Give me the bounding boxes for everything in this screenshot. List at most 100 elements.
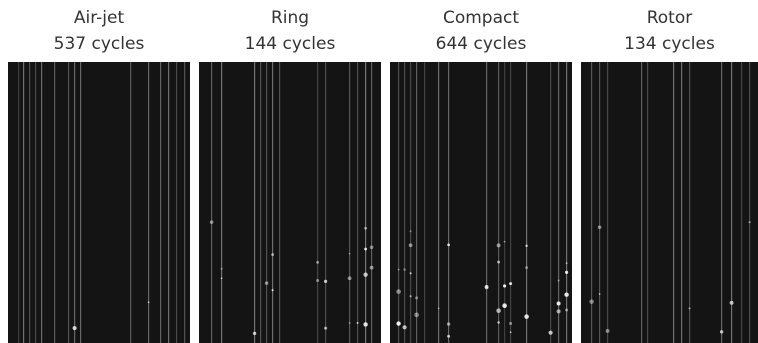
bright-spot <box>369 245 374 250</box>
panel-image <box>581 62 758 343</box>
panel-image <box>199 62 381 343</box>
bright-spot <box>748 221 751 224</box>
fiber-line <box>168 62 170 343</box>
fiber-line <box>504 62 506 343</box>
bright-spot <box>409 230 412 233</box>
bright-spot <box>324 327 327 329</box>
bright-spot <box>364 247 367 251</box>
fiber-line <box>211 62 213 343</box>
fiber-line <box>558 62 560 343</box>
fiber-line <box>749 62 751 343</box>
bright-spot <box>369 265 374 270</box>
image-background <box>8 62 190 343</box>
fiber-line <box>176 62 178 343</box>
bright-spot <box>356 321 359 324</box>
bright-spot <box>447 334 451 338</box>
fiber-line <box>416 62 418 343</box>
bright-spot <box>556 301 561 306</box>
bright-spot <box>396 289 401 294</box>
bright-spot <box>688 307 691 310</box>
fiber-line <box>438 62 440 343</box>
fiber-line <box>591 62 593 343</box>
fiber-line <box>647 62 649 343</box>
fiber-line <box>160 62 162 343</box>
bright-spot <box>496 308 501 314</box>
bright-spot <box>502 303 507 309</box>
bright-spot <box>503 240 506 243</box>
fiber-line <box>23 62 25 343</box>
fiber-line <box>317 62 319 343</box>
fiber-line <box>325 62 327 343</box>
fiber-line <box>130 62 132 343</box>
fiber-line <box>526 62 528 343</box>
bright-spot <box>565 270 569 274</box>
fiber-line <box>607 62 609 343</box>
fiber-line <box>689 62 691 343</box>
bright-spot <box>525 266 529 270</box>
bright-spot <box>446 322 451 326</box>
image-background <box>199 62 381 343</box>
fiber-line <box>365 62 367 343</box>
bright-spot <box>525 244 528 247</box>
fiber-line <box>54 62 56 343</box>
bright-spot <box>414 312 419 318</box>
bright-spot <box>264 281 269 285</box>
bright-spot <box>497 321 500 324</box>
panel-title: Air-jet <box>74 8 125 28</box>
bright-spot <box>548 330 553 335</box>
fiber-line <box>681 62 683 343</box>
bright-spot <box>316 260 319 264</box>
fiber-line <box>68 62 70 343</box>
bright-spot <box>397 268 400 271</box>
bright-spot <box>409 272 412 275</box>
fiber-line <box>266 62 268 343</box>
fiber-line <box>410 62 412 343</box>
bright-spot <box>497 260 501 264</box>
fiber-line <box>448 62 450 343</box>
panel-image <box>390 62 572 343</box>
bright-spot <box>437 307 440 310</box>
bright-spot <box>147 301 150 304</box>
bright-spot <box>729 300 734 305</box>
bright-spot <box>72 326 77 331</box>
fiber-line <box>731 62 733 343</box>
fiber-line <box>721 62 723 343</box>
bright-spot <box>252 331 257 336</box>
bright-spot <box>509 331 512 334</box>
fiber-line <box>221 62 223 343</box>
bright-spot <box>408 243 413 248</box>
fiber-line <box>41 62 43 343</box>
bright-spot <box>556 309 561 314</box>
fiber-line <box>29 62 31 343</box>
fiber-line <box>148 62 150 343</box>
bright-spot <box>347 276 352 281</box>
bright-spot <box>271 289 274 292</box>
bright-spot <box>598 293 601 295</box>
bright-spot <box>597 225 602 229</box>
fiber-line <box>599 62 601 343</box>
fiber-line <box>260 62 262 343</box>
fiber-line <box>357 62 359 343</box>
bright-spot <box>396 321 401 326</box>
bright-spot <box>363 322 368 327</box>
bright-spot <box>605 329 610 333</box>
bright-spot <box>220 277 223 280</box>
fiber-line <box>641 62 643 343</box>
bright-spot <box>363 272 368 277</box>
bright-spot <box>323 279 328 283</box>
fiber-line <box>272 62 274 343</box>
bright-spot <box>524 314 529 319</box>
bright-spot <box>496 243 501 248</box>
bright-spot <box>589 299 594 304</box>
bright-spot <box>447 243 450 247</box>
bright-spot <box>403 268 406 271</box>
fiber-line <box>498 62 500 343</box>
bright-spot <box>484 285 489 290</box>
fiber-line <box>279 62 281 343</box>
bright-spot <box>220 267 223 270</box>
fiber-line <box>486 62 488 343</box>
bright-spot <box>557 279 560 282</box>
bright-spot <box>348 322 351 324</box>
fiber-line <box>510 62 512 343</box>
